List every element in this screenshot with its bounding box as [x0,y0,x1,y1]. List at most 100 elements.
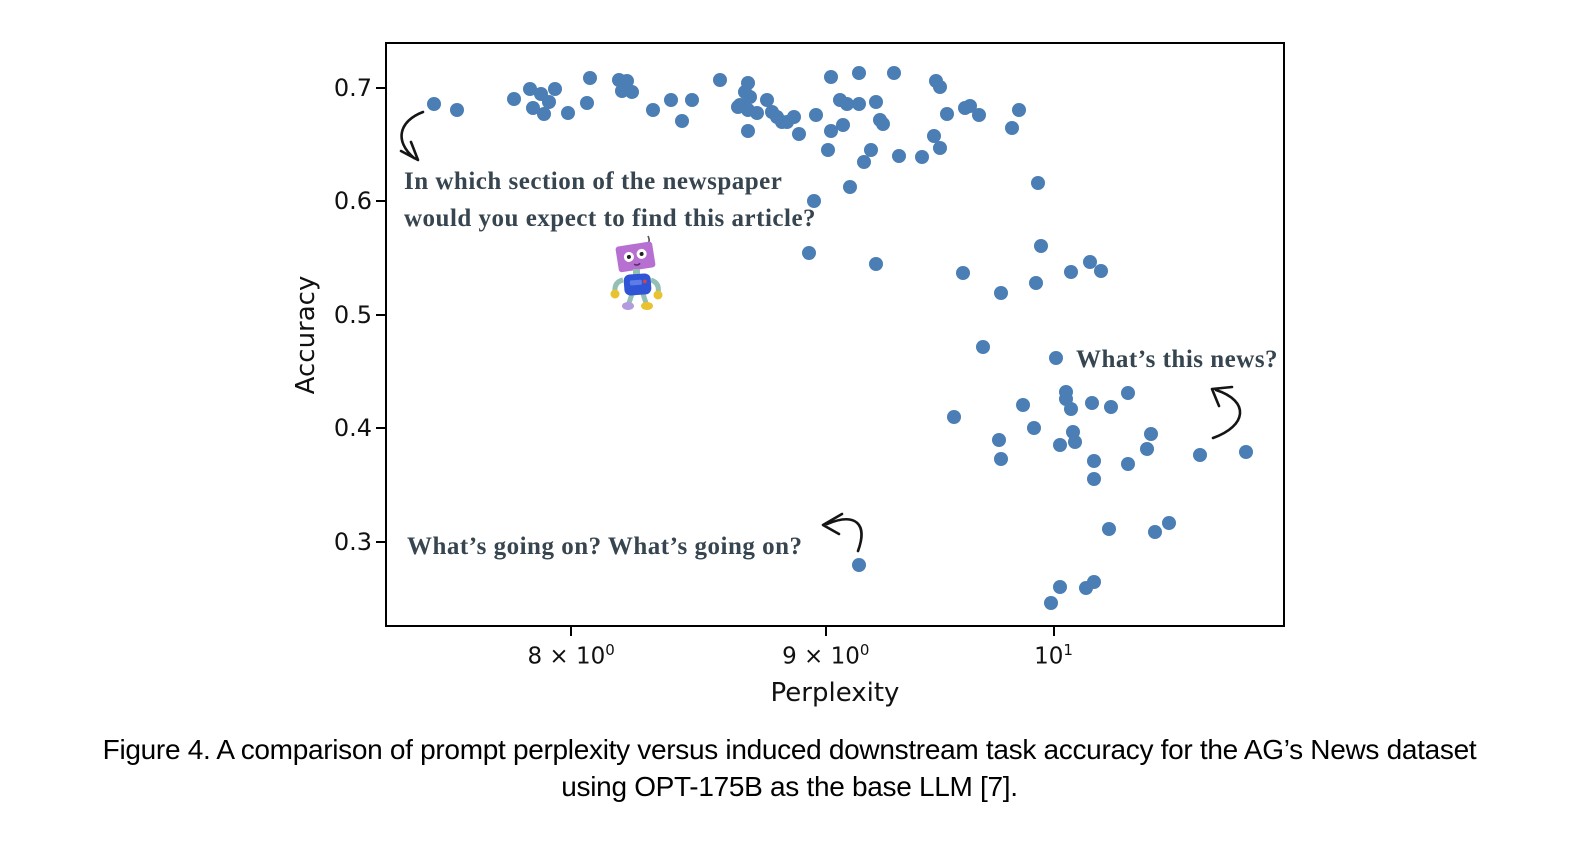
x-tick-label: 8 × 100 [527,641,615,670]
scatter-point [926,128,941,143]
scatter-point [523,82,538,97]
scatter-point [887,66,902,81]
scatter-point [450,102,465,117]
scatter-point [852,557,867,572]
scatter-point [991,432,1006,447]
scatter-point [582,70,597,85]
scatter-point [1029,276,1044,291]
scatter-point [1143,427,1158,442]
scatter-point [868,256,883,271]
scatter-point [1005,120,1020,135]
scatter-point [1139,441,1154,456]
x-tick-exponent: 0 [859,641,870,659]
scatter-point [1104,399,1119,414]
scatter-point [1033,238,1048,253]
scatter-point [625,85,640,100]
y-axis-title: Accuracy [291,275,321,395]
scatter-point [536,107,551,122]
scatter-point [750,105,765,120]
y-tick-mark [376,313,385,316]
scatter-point [1082,254,1097,269]
x-tick-exponent: 0 [605,641,615,659]
scatter-point [506,92,521,107]
y-tick-mark [376,427,385,430]
scatter-point [664,93,679,108]
annotation-going-on: What’s going on? What’s going on? [407,528,803,565]
scatter-point [1016,397,1031,412]
scatter-point [674,113,689,128]
scatter-point [806,194,821,209]
scatter-point [863,143,878,158]
scatter-point [542,94,557,109]
scatter-point [1044,596,1059,611]
annotation-line: What’s going on? What’s going on? [407,533,803,560]
scatter-point [614,84,629,99]
scatter-point [801,245,816,260]
annotation-this-news: What’s this news? [1076,341,1278,378]
scatter-point [1162,515,1177,530]
x-axis-title: Perplexity [770,678,900,708]
scatter-point [712,73,727,88]
x-tick-mark [570,627,573,636]
y-tick-label: 0.7 [333,73,372,102]
y-tick-label: 0.5 [333,300,372,329]
scatter-point [561,105,576,120]
scatter-point [427,96,442,111]
scatter-point [821,143,836,158]
scatter-point [976,339,991,354]
scatter-point [852,96,867,111]
scatter-point [685,93,699,108]
x-tick-mark [824,627,827,636]
scatter-point [580,95,595,110]
scatter-point [868,94,883,109]
annotation-line: What’s this news? [1076,346,1279,373]
scatter-point [1053,580,1068,595]
y-tick-mark [376,540,385,543]
scatter-point [1147,524,1162,539]
x-tick-label: 9 × 100 [782,641,870,670]
scatter-point [891,149,906,164]
scatter-point [940,107,955,122]
figure-caption-line-1: Figure 4. A comparison of prompt perplex… [102,734,1477,765]
scatter-point [994,286,1009,301]
scatter-point [915,150,930,165]
scatter-point [1068,435,1083,450]
scatter-point [956,265,971,280]
scatter-point [547,82,562,97]
figure-caption-line-2: using OPT-175B as the base LLM [7]. [561,771,1018,802]
y-tick-mark [376,86,385,89]
scatter-point [1102,522,1117,537]
scatter-point [1120,456,1135,471]
scatter-point [1192,447,1207,462]
y-tick-label: 0.6 [333,187,372,216]
scatter-point [1093,263,1108,278]
scatter-point [1027,421,1041,436]
x-tick-label: 101 [1034,641,1073,670]
scatter-point [842,179,857,194]
annotation-newspaper: In which section of the newspaper would y… [404,163,816,237]
scatter-point [823,124,838,139]
scatter-point [933,79,948,94]
scatter-point [1087,472,1102,487]
scatter-point [1087,454,1102,469]
scatter-point [1031,176,1046,191]
scatter-point [1085,396,1100,411]
scatter-point [994,452,1009,467]
scatter-point [809,108,824,123]
scatter-point [947,410,961,425]
scatter-point [823,69,838,84]
scatter-point [971,108,986,123]
scatter-point [1048,351,1063,366]
scatter-point [835,118,850,133]
scatter-point [525,101,540,116]
scatter-point [646,102,661,117]
scatter-point [852,66,867,81]
scatter-point [933,141,948,156]
annotation-line: would you expect to find this article? [404,205,817,232]
y-tick-label: 0.4 [333,414,372,443]
scatter-point [742,90,757,105]
scatter-point [1120,386,1135,401]
scatter-point [1011,102,1026,117]
scatter-point [792,127,807,142]
